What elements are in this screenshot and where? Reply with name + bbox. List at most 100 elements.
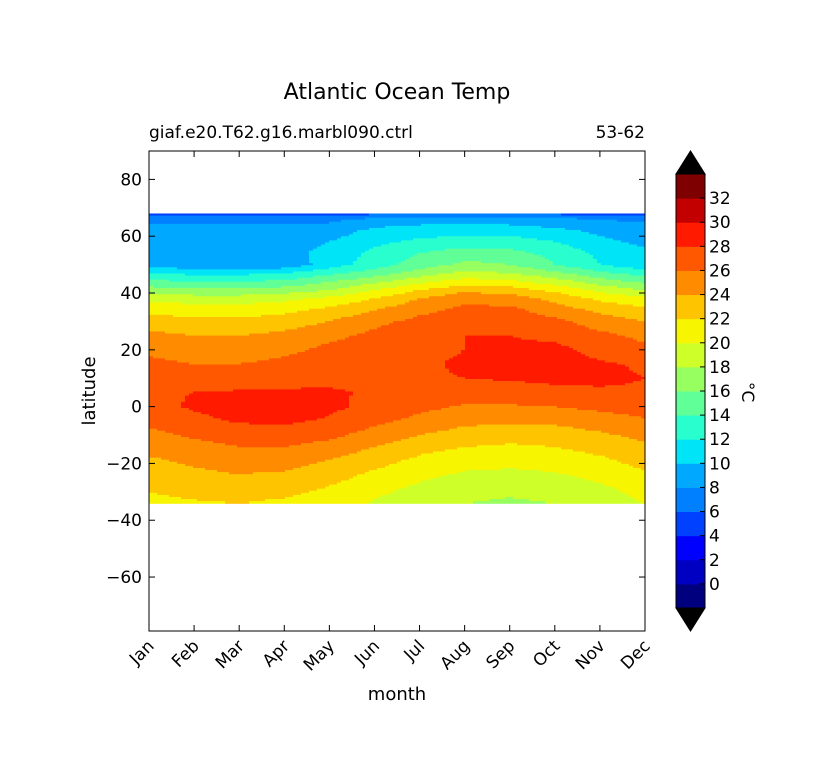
heat-cell <box>237 281 242 285</box>
heat-cell <box>349 252 354 256</box>
heat-cell <box>217 277 222 281</box>
heat-cell <box>637 275 642 279</box>
heat-cell <box>449 221 454 225</box>
heat-cell <box>581 285 586 289</box>
heat-cell <box>341 250 346 254</box>
heat-cell <box>393 219 398 223</box>
heat-cell <box>409 287 414 291</box>
heat-cell <box>281 215 286 219</box>
heat-cell <box>445 259 450 262</box>
heat-cell <box>421 254 426 258</box>
heat-cell <box>281 254 286 258</box>
heat-cell <box>625 238 630 241</box>
heat-cell <box>497 230 502 233</box>
heat-cell <box>449 223 454 227</box>
heat-cell <box>465 267 470 270</box>
heat-cell <box>285 285 290 289</box>
heat-cell <box>273 263 278 266</box>
heat-cell <box>573 287 578 291</box>
heat-cell <box>601 273 606 277</box>
heat-cell <box>305 219 310 223</box>
heat-cell <box>265 230 270 233</box>
heat-cell <box>385 267 390 270</box>
heat-cell <box>257 215 262 219</box>
heat-cell <box>541 254 546 258</box>
heat-cell <box>581 246 586 250</box>
heat-cell <box>505 252 510 256</box>
heat-cell <box>361 215 366 219</box>
heat-cell <box>265 296 270 299</box>
heat-cell <box>541 234 546 237</box>
heat-cell <box>457 252 462 256</box>
heat-cell <box>201 219 206 223</box>
heat-cell <box>293 213 298 217</box>
heat-cell <box>609 277 614 281</box>
heat-cell <box>429 244 434 248</box>
heat-cell <box>637 267 642 270</box>
heat-cell <box>593 294 598 297</box>
heat-cell <box>641 248 645 252</box>
heat-cell <box>481 225 486 229</box>
heat-cell <box>153 294 158 297</box>
heat-cell <box>569 290 574 293</box>
heat-cell <box>437 244 442 248</box>
heat-cell <box>169 267 174 270</box>
heat-cell <box>377 279 382 283</box>
heat-cell <box>281 223 286 227</box>
heat-cell <box>361 240 366 244</box>
heat-cell <box>633 267 638 270</box>
heat-cell <box>393 250 398 254</box>
heat-cell <box>541 213 546 217</box>
heat-cell <box>185 236 190 239</box>
heat-cell <box>473 244 478 248</box>
heat-cell <box>213 248 218 252</box>
heat-cell <box>445 234 450 237</box>
heat-cell <box>621 256 626 260</box>
heat-cell <box>517 232 522 235</box>
heat-cell <box>561 287 566 291</box>
heat-cell <box>253 250 258 254</box>
heat-cell <box>529 275 534 279</box>
heat-cell <box>309 215 314 219</box>
heat-cell <box>597 277 602 281</box>
heat-cell <box>261 248 266 252</box>
heat-cell <box>213 271 218 275</box>
heat-cell <box>381 223 386 227</box>
heat-cell <box>485 277 490 281</box>
heat-cell <box>189 248 194 252</box>
heat-cell <box>345 259 350 262</box>
heat-cell <box>393 248 398 252</box>
heat-cell <box>297 275 302 279</box>
heat-cell <box>425 283 430 287</box>
heat-cell <box>525 244 530 248</box>
heat-cell <box>557 294 562 297</box>
heat-cell <box>305 263 310 266</box>
heat-cell <box>449 256 454 260</box>
heat-cell <box>181 256 186 260</box>
heat-cell <box>313 265 318 268</box>
heat-cell <box>285 265 290 268</box>
heat-cell <box>637 259 642 262</box>
heat-cell <box>181 285 186 289</box>
heat-cell <box>485 250 490 254</box>
heat-cell <box>577 248 582 252</box>
heat-cell <box>533 215 538 219</box>
heat-cell <box>237 236 242 239</box>
heat-cell <box>177 269 182 273</box>
heat-cell <box>469 267 474 270</box>
heat-cell <box>325 273 330 277</box>
heat-cell <box>457 292 462 295</box>
heat-cell <box>565 277 570 281</box>
heat-cell <box>581 250 586 254</box>
heat-cell <box>425 217 430 221</box>
heat-cell <box>405 225 410 229</box>
heat-cell <box>637 234 642 237</box>
heat-cell <box>225 246 230 250</box>
heat-cell <box>497 215 502 219</box>
heat-cell <box>357 219 362 223</box>
heat-cell <box>609 242 614 246</box>
heat-cell <box>181 223 186 227</box>
heat-cell <box>421 256 426 260</box>
heat-cell <box>473 219 478 223</box>
heat-cell <box>209 240 214 244</box>
